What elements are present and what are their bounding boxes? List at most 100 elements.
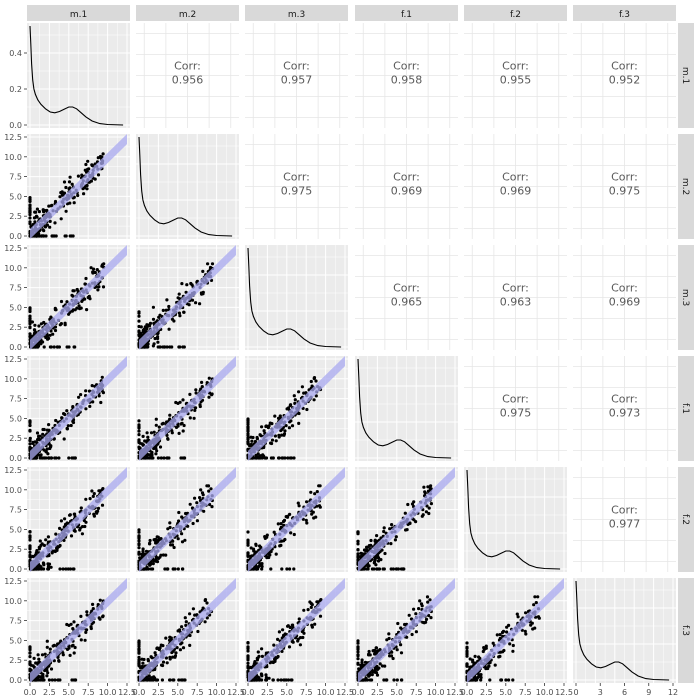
scatter-point (414, 612, 418, 616)
scatter-point (147, 323, 151, 327)
scatter-point (185, 283, 189, 287)
scatter-point (182, 310, 186, 314)
scatter-point (161, 308, 165, 312)
scatter-point (246, 666, 250, 670)
scatter-point (53, 306, 57, 310)
scatter-point (68, 513, 72, 517)
scatter-point (85, 610, 89, 614)
scatter-point (201, 290, 205, 294)
scatter-point (426, 489, 431, 493)
scatter-point (181, 429, 185, 433)
scatter-point (97, 394, 101, 398)
scatter-point (370, 673, 374, 677)
scatter-point (318, 505, 322, 509)
scatter-point (296, 501, 300, 505)
scatter-point (498, 633, 502, 637)
scatter-point (65, 521, 69, 525)
x-tick-label: 9 (646, 688, 651, 697)
scatter-point (141, 547, 145, 551)
scatter-point (143, 345, 147, 349)
strip-label-m.3: m.3 (680, 289, 690, 306)
scatter-point (56, 678, 60, 682)
scatter-point (162, 456, 166, 460)
scatter-point (137, 429, 141, 433)
scatter-point (68, 567, 73, 571)
panel-f.3-f.1 (355, 578, 458, 683)
density-line (357, 358, 452, 459)
scatter-point (181, 567, 185, 571)
scatter-point (210, 505, 214, 509)
strip-label-m.2: m.2 (179, 10, 196, 20)
scatter-point (71, 643, 75, 647)
scatter-point (137, 552, 141, 556)
scatter-point (137, 438, 141, 442)
scatter-point (58, 543, 62, 548)
scatter-point (382, 678, 386, 682)
scatter-point (151, 317, 156, 321)
scatter-point (176, 537, 180, 541)
density-line (575, 580, 670, 681)
scatter-point (161, 345, 165, 349)
scatter-point (487, 664, 491, 668)
corr-label: Corr: (502, 171, 529, 184)
scatter-point (375, 534, 379, 538)
scatter-point (424, 620, 428, 624)
scatter-point (302, 631, 306, 635)
y-tick-label: 0.0 (9, 121, 22, 130)
scatter-point (91, 494, 95, 498)
scatter-point (270, 422, 274, 426)
scatter-point (28, 550, 32, 554)
scatter-point (264, 673, 268, 677)
scatter-point (363, 660, 368, 664)
scatter-point (207, 395, 211, 399)
scatter-point (138, 441, 142, 445)
scatter-point (146, 342, 150, 346)
strip-label-f.2: f.2 (680, 514, 690, 525)
scatter-point (62, 437, 66, 441)
scatter-point (28, 204, 32, 208)
scatter-point (28, 213, 32, 217)
scatter-point (190, 298, 195, 302)
scatter-point (35, 567, 40, 571)
scatter-point (139, 325, 143, 329)
scatter-point (465, 654, 469, 658)
scatter-point (263, 535, 267, 539)
scatter-point (271, 678, 275, 682)
scatter-point (65, 300, 69, 304)
scatter-point (158, 646, 162, 650)
scatter-point (66, 567, 70, 571)
scatter-point (137, 535, 141, 539)
scatter-point (272, 530, 276, 534)
scatter-point (255, 456, 259, 460)
scatter-point (51, 332, 55, 336)
panel-m.1-m.1 (27, 23, 130, 128)
scatter-point (488, 661, 492, 665)
scatter-point (253, 676, 258, 680)
scatter-point (145, 327, 149, 331)
y-tick-label: 0.0 (9, 343, 22, 352)
scatter-point (246, 437, 250, 441)
scatter-point (76, 193, 80, 198)
scatter-point (96, 506, 101, 510)
scatter-point (174, 651, 178, 655)
scatter-point (140, 664, 144, 669)
scatter-point (314, 394, 318, 398)
scatter-point (194, 391, 198, 395)
scatter-point (429, 484, 433, 488)
scatter-point (301, 635, 305, 640)
corr-label: Corr: (611, 60, 638, 73)
scatter-point (246, 441, 250, 446)
scatter-point (289, 531, 293, 535)
scatter-point (56, 655, 60, 660)
panel-m.1-m.2: Corr:0.956 (136, 23, 239, 128)
x-tick-label: 7.5 (191, 688, 204, 697)
scatter-point (85, 628, 89, 632)
scatter-point (163, 567, 167, 571)
scatter-point (35, 565, 40, 569)
panel-f.2-m.1 (27, 467, 130, 572)
corr-value: 0.969 (500, 185, 532, 198)
scatter-point (152, 446, 156, 451)
scatter-point (92, 267, 96, 271)
scatter-point (277, 630, 281, 634)
scatter-point (181, 345, 185, 349)
